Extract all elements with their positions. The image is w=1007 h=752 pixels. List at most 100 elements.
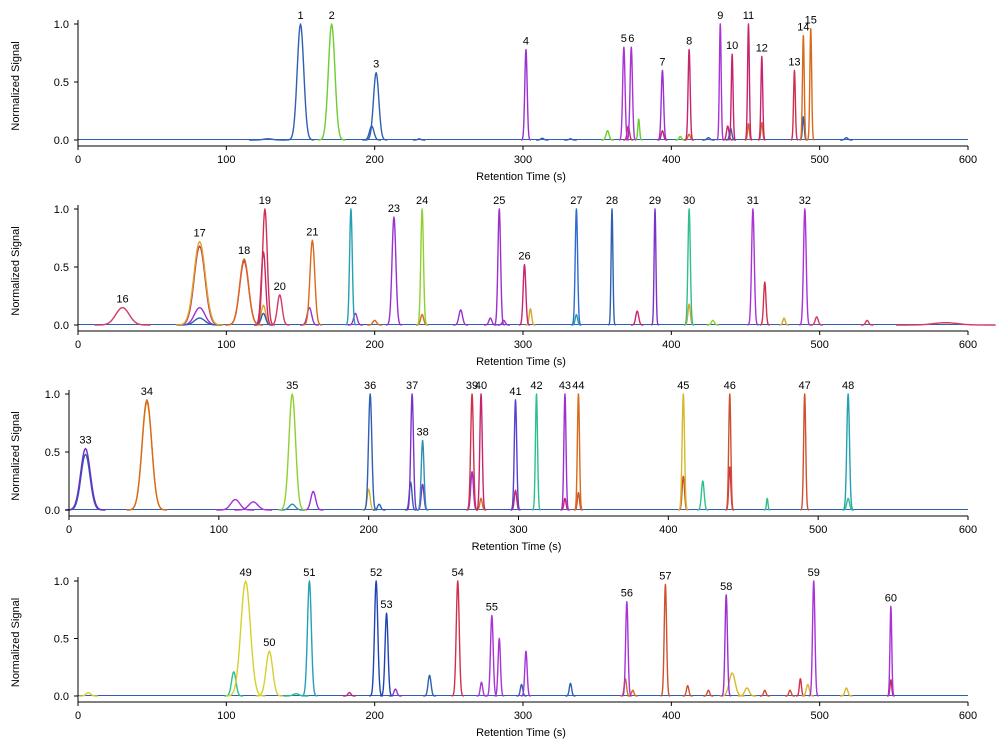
minor-peak-trace: [778, 317, 790, 326]
x-axis-title: Retention Time (s): [472, 541, 562, 553]
peak-trace-17: [175, 240, 224, 326]
peak-label-42: 42: [530, 380, 542, 392]
minor-peak-trace: [600, 130, 615, 141]
peak-trace-39: [466, 393, 479, 511]
peak-trace-58: [720, 594, 732, 697]
x-tick-label: 300: [514, 154, 532, 166]
minor-peak-trace: [784, 689, 796, 697]
minor-peak-trace: [216, 498, 255, 511]
peak-label-21: 21: [306, 226, 318, 238]
minor-peak-trace: [842, 497, 855, 511]
x-tick-label: 400: [659, 524, 677, 536]
peak-label-7: 7: [659, 56, 665, 68]
peak-label-37: 37: [406, 380, 418, 392]
peak-trace-24: [416, 208, 429, 326]
trace-group: [78, 208, 996, 326]
peak-label-4: 4: [523, 36, 529, 48]
minor-peak-trace: [249, 138, 287, 141]
peak-label-51: 51: [303, 567, 315, 579]
minor-peak-trace: [737, 687, 757, 697]
minor-peak-trace: [563, 138, 578, 141]
y-tick-label: 0.5: [54, 77, 69, 89]
minor-peak-trace: [520, 650, 532, 697]
peak-trace-10: [727, 53, 737, 141]
peak-label-30: 30: [683, 195, 695, 207]
minor-peak-trace: [634, 118, 643, 141]
minor-peak-trace: [895, 321, 996, 326]
peak-label-26: 26: [518, 251, 530, 263]
y-axis-title: Normalized Signal: [10, 226, 22, 315]
peak-label-39: 39: [466, 380, 478, 392]
peak-label-33: 33: [79, 435, 91, 447]
peak-trace-44: [573, 393, 584, 511]
peak-label-8: 8: [686, 36, 692, 48]
peak-trace-40: [475, 393, 487, 511]
peak-trace-3: [364, 72, 388, 141]
peak-label-22: 22: [345, 195, 357, 207]
peak-label-41: 41: [509, 386, 521, 398]
peak-trace-1: [286, 23, 315, 141]
peak-trace-57: [659, 583, 671, 697]
y-tick-label: 1.0: [45, 389, 60, 401]
peak-trace-34: [126, 399, 168, 511]
peak-trace-15: [806, 27, 815, 141]
peak-label-17: 17: [194, 227, 206, 239]
minor-peak-trace: [497, 319, 511, 326]
peak-label-5: 5: [621, 33, 627, 45]
x-tick-label: 300: [514, 339, 532, 351]
y-tick-label: 0.5: [54, 634, 69, 646]
peak-label-14: 14: [797, 22, 809, 34]
y-axis-title: Normalized Signal: [10, 411, 22, 500]
peak-label-28: 28: [606, 195, 618, 207]
peak-trace-36: [362, 393, 378, 511]
minor-peak-trace: [283, 693, 309, 697]
minor-peak-trace: [78, 691, 98, 697]
peak-trace-47: [799, 393, 810, 511]
minor-peak-trace: [412, 138, 426, 141]
peak-trace-12: [757, 55, 767, 141]
peak-label-56: 56: [621, 588, 633, 600]
minor-peak-trace: [763, 497, 771, 511]
peak-label-29: 29: [649, 195, 661, 207]
x-tick-label: 0: [75, 339, 81, 351]
peak-label-40: 40: [475, 380, 487, 392]
peak-trace-50: [255, 650, 284, 697]
minor-peak-trace: [303, 490, 324, 511]
peak-trace-51: [301, 580, 318, 697]
peak-label-36: 36: [364, 380, 376, 392]
y-tick-label: 1.0: [54, 576, 69, 588]
peak-trace-60: [886, 605, 896, 697]
minor-peak-trace: [177, 245, 223, 326]
x-tick-label: 300: [514, 710, 532, 722]
peak-label-59: 59: [808, 567, 820, 579]
x-tick-label: 100: [217, 154, 235, 166]
minor-peak-trace: [366, 319, 383, 326]
peak-label-18: 18: [238, 245, 250, 257]
peak-label-27: 27: [570, 195, 582, 207]
minor-peak-trace: [839, 136, 853, 141]
x-tick-label: 200: [365, 710, 383, 722]
peak-label-1: 1: [297, 10, 303, 22]
peak-label-57: 57: [659, 570, 671, 582]
y-tick-label: 1.0: [54, 204, 69, 216]
peak-label-6: 6: [628, 33, 634, 45]
peak-trace-11: [744, 23, 753, 141]
trace-group: [78, 580, 968, 697]
peak-label-44: 44: [572, 380, 584, 392]
peak-label-3: 3: [373, 59, 379, 71]
minor-peak-trace: [674, 135, 686, 141]
peak-trace-20: [269, 294, 290, 326]
peak-label-48: 48: [842, 380, 854, 392]
peak-trace-14: [799, 34, 808, 141]
peak-label-9: 9: [717, 10, 723, 22]
peak-label-35: 35: [286, 380, 298, 392]
y-tick-label: 1.0: [54, 19, 69, 31]
peak-trace-8: [684, 48, 694, 141]
peak-label-2: 2: [329, 10, 335, 22]
y-tick-label: 0.0: [45, 505, 60, 517]
peak-label-34: 34: [141, 386, 153, 398]
x-tick-label: 100: [217, 710, 235, 722]
